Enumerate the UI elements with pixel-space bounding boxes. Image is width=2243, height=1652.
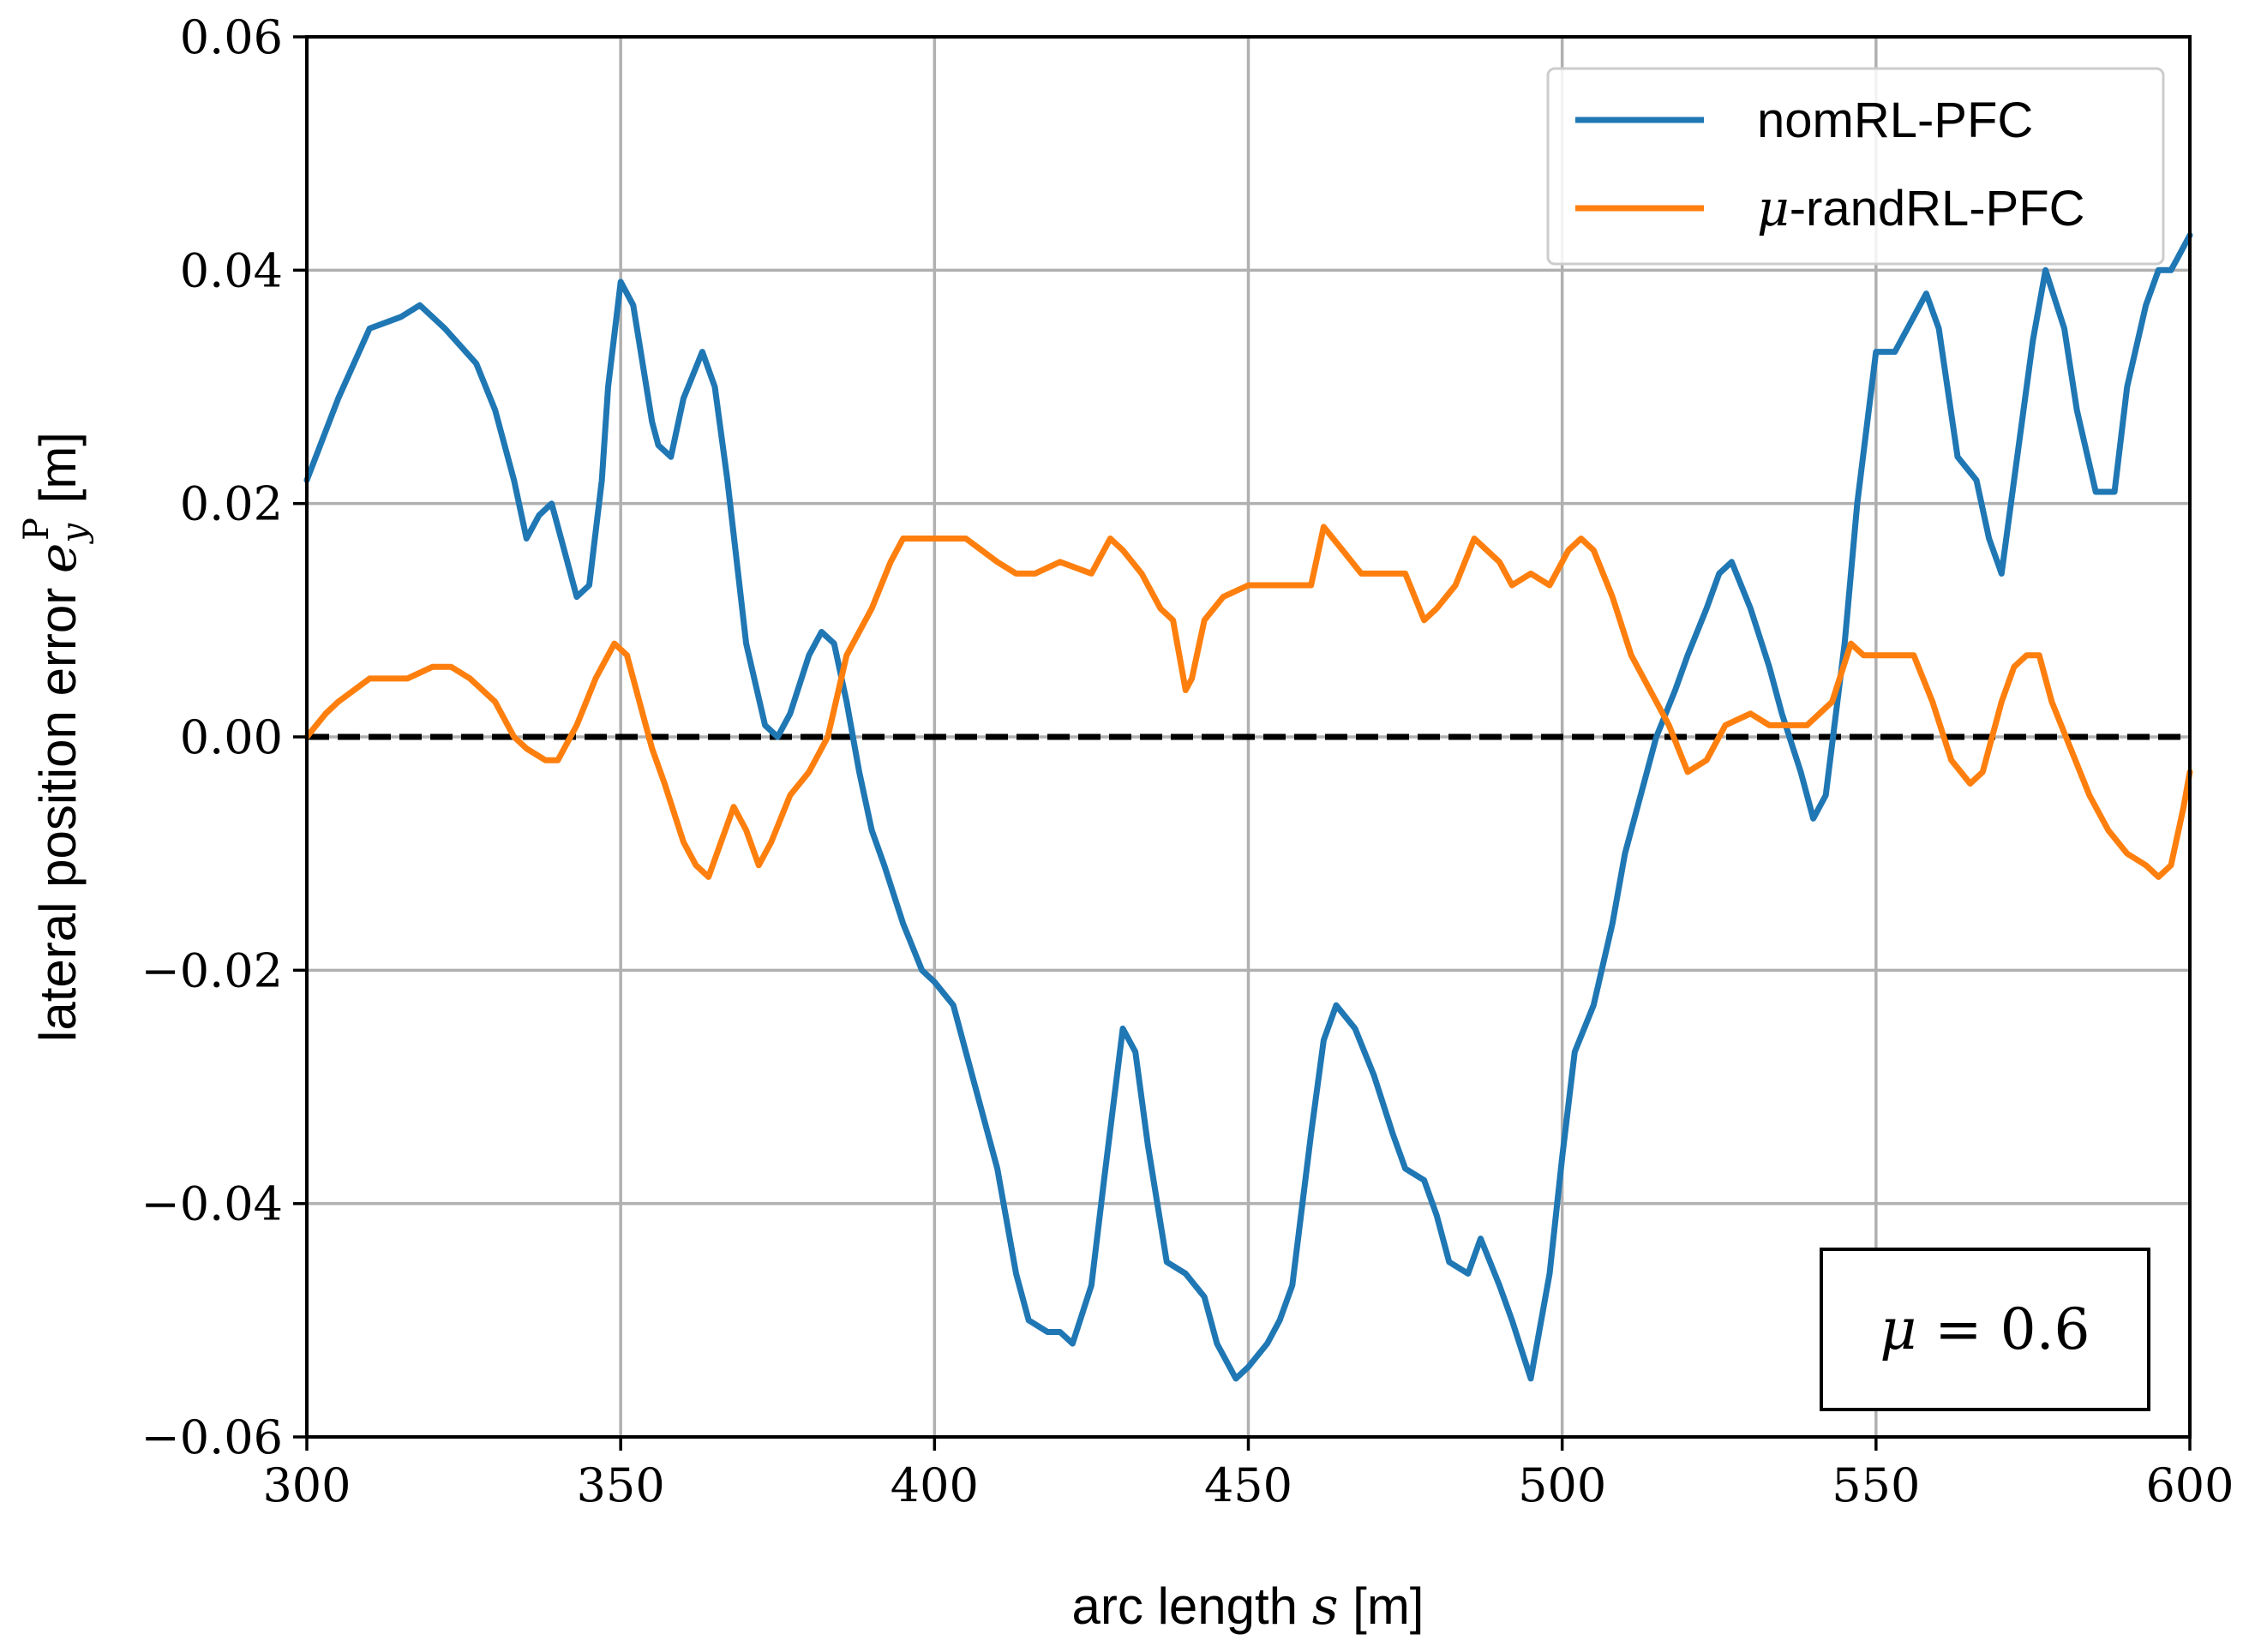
x-axis-label-var: s	[1312, 1577, 1339, 1637]
legend: nomRL-PFC μ-randRL-PFC	[1546, 67, 2165, 266]
y-axis-label-sup: P	[17, 518, 57, 541]
y-axis-ticks: −0.06 −0.04 −0.02 0.00 0.02 0.04 0.06	[141, 10, 307, 1464]
x-axis-label-prefix: arc length	[1072, 1577, 1312, 1635]
mu-annotation-box	[1820, 1248, 2150, 1411]
x-axis-ticks: 300 350 400 450 500 550 600	[262, 1437, 2234, 1512]
legend-label-randrl: μ-randRL-PFC	[1757, 179, 2085, 237]
legend-label-nomrl: nomRL-PFC	[1757, 93, 2033, 148]
y-tick-label: −0.02	[141, 943, 283, 997]
y-axis-label-prefix: lateral position error	[29, 573, 87, 1042]
series-line-nomrl-pfc	[303, 232, 2193, 1382]
x-tick-label: 500	[1518, 1458, 1606, 1512]
x-axis-label: arc length s [m]	[1072, 1577, 1424, 1637]
x-tick-label: 300	[262, 1458, 351, 1512]
series-line-mu-randrl-pfc	[303, 524, 2193, 880]
y-tick-label: 0.00	[180, 710, 283, 764]
mu-annotation-value: = 0.6	[1916, 1296, 2090, 1362]
x-tick-label: 400	[891, 1458, 979, 1512]
mu-annotation-text: μ = 0.6	[1880, 1296, 2090, 1362]
x-tick-label: 450	[1204, 1458, 1292, 1512]
x-tick-label: 350	[577, 1458, 665, 1512]
x-tick-label: 550	[1832, 1458, 1920, 1512]
mu-annotation-symbol: μ	[1880, 1296, 1916, 1362]
mu-annotation: μ = 0.6	[1820, 1248, 2150, 1411]
y-axis-label: lateral position error eyP [m]	[17, 432, 94, 1042]
y-tick-label: 0.06	[180, 10, 283, 64]
x-axis-label-unit: [m]	[1338, 1577, 1424, 1635]
legend-label-randrl-mu: μ	[1757, 179, 1790, 237]
y-tick-label: 0.02	[180, 477, 283, 531]
y-axis-label-unit: [m]	[29, 432, 87, 518]
y-tick-label: 0.04	[180, 243, 283, 297]
legend-label-randrl-text: -randRL-PFC	[1790, 181, 2085, 236]
x-tick-label: 600	[2145, 1458, 2234, 1512]
y-axis-label-var: e	[28, 543, 88, 574]
series-group	[303, 232, 2193, 1382]
y-axis-label-sub: y	[55, 523, 94, 545]
y-tick-label: −0.06	[141, 1410, 283, 1464]
y-tick-label: −0.04	[141, 1177, 283, 1231]
